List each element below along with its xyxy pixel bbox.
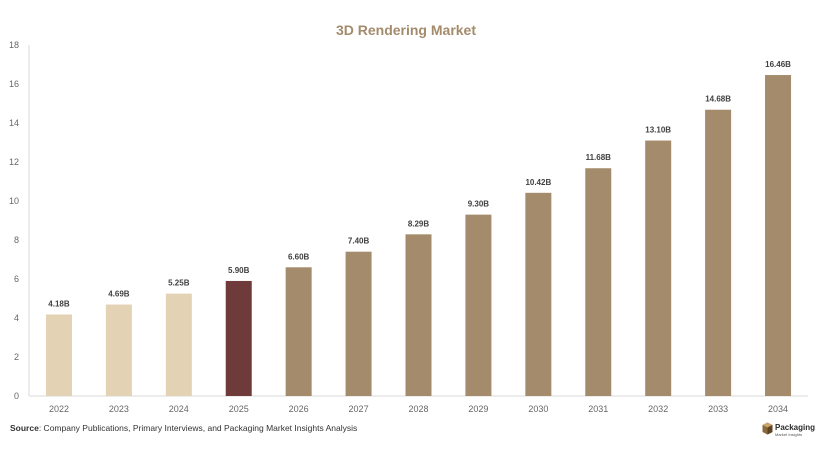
y-tick-label: 16 xyxy=(9,79,19,89)
source-note: Source: Company Publications, Primary In… xyxy=(10,423,357,433)
y-tick-label: 8 xyxy=(14,235,19,245)
x-tick-label-2024: 2024 xyxy=(169,404,189,414)
y-tick-label: 10 xyxy=(9,196,19,206)
data-label-2034: 16.46B xyxy=(765,60,791,69)
data-label-2027: 7.40B xyxy=(348,237,370,246)
x-tick-label-2027: 2027 xyxy=(349,404,369,414)
box-logo-icon xyxy=(762,422,773,435)
data-label-2022: 4.18B xyxy=(48,299,70,308)
x-tick-label-2028: 2028 xyxy=(408,404,428,414)
brand-logo: Packaging Market Insights xyxy=(762,421,818,441)
y-axis: 0 2 4 6 8 10 12 14 16 18 xyxy=(9,40,30,401)
data-labels: 4.18B 4.69B 5.25B 5.90B 6.60B 7.40B 8.29B 9.30B… xyxy=(48,60,791,308)
data-label-2031: 11.68B xyxy=(586,153,612,162)
x-tick-label-2026: 2026 xyxy=(289,404,309,414)
y-tick-label: 0 xyxy=(14,391,19,401)
source-label: Source xyxy=(10,423,39,433)
chart-title: 3D Rendering Market xyxy=(336,22,476,38)
data-label-2032: 13.10B xyxy=(645,126,671,135)
x-tick-label-2022: 2022 xyxy=(49,404,69,414)
data-label-2029: 9.30B xyxy=(468,200,490,209)
bar-2032 xyxy=(645,140,672,396)
data-label-2033: 14.68B xyxy=(705,95,731,104)
x-tick-label-2023: 2023 xyxy=(109,404,129,414)
y-tick-label: 6 xyxy=(14,274,19,284)
y-tick-label: 18 xyxy=(9,40,19,50)
x-tick-label-2032: 2032 xyxy=(648,404,668,414)
x-tick-label-2025: 2025 xyxy=(229,404,249,414)
bar-2030 xyxy=(525,192,552,396)
y-tick-label: 12 xyxy=(9,157,19,167)
logo-name: Packaging xyxy=(775,423,816,432)
x-tick-label-2033: 2033 xyxy=(708,404,728,414)
bar-2029 xyxy=(465,214,492,396)
bar-2022 xyxy=(45,314,72,396)
data-label-2023: 4.69B xyxy=(108,290,130,299)
bar-2023 xyxy=(105,304,132,396)
data-label-2028: 8.29B xyxy=(408,219,430,228)
x-tick-label-2029: 2029 xyxy=(468,404,488,414)
bar-2024 xyxy=(165,293,192,396)
x-tick-label-2034: 2034 xyxy=(768,404,788,414)
data-label-2026: 6.60B xyxy=(288,252,310,261)
bar-2034 xyxy=(765,75,792,396)
data-label-2030: 10.42B xyxy=(525,178,551,187)
logo-subtitle: Market Insights xyxy=(775,432,803,437)
bars xyxy=(45,75,792,397)
bar-2025 xyxy=(225,280,252,396)
bar-chart: 3D Rendering Market 0 2 4 6 8 10 12 14 16 18 2022… xyxy=(9,22,808,414)
bar-2031 xyxy=(585,168,612,396)
x-tick-label-2031: 2031 xyxy=(588,404,608,414)
bar-2026 xyxy=(285,267,312,396)
bar-2028 xyxy=(405,234,432,396)
y-tick-label: 4 xyxy=(14,313,19,323)
bar-2033 xyxy=(705,109,732,397)
x-tick-label-2030: 2030 xyxy=(528,404,548,414)
source-text: : Company Publications, Primary Intervie… xyxy=(38,423,358,433)
bar-2027 xyxy=(345,251,372,396)
y-tick-label: 2 xyxy=(14,352,19,362)
data-label-2025: 5.90B xyxy=(228,266,250,275)
x-axis: 2022 2023 2024 2025 2026 2027 2028 2029 2030 2031… xyxy=(29,395,808,414)
data-label-2024: 5.25B xyxy=(168,279,190,288)
y-tick-label: 14 xyxy=(9,118,19,128)
